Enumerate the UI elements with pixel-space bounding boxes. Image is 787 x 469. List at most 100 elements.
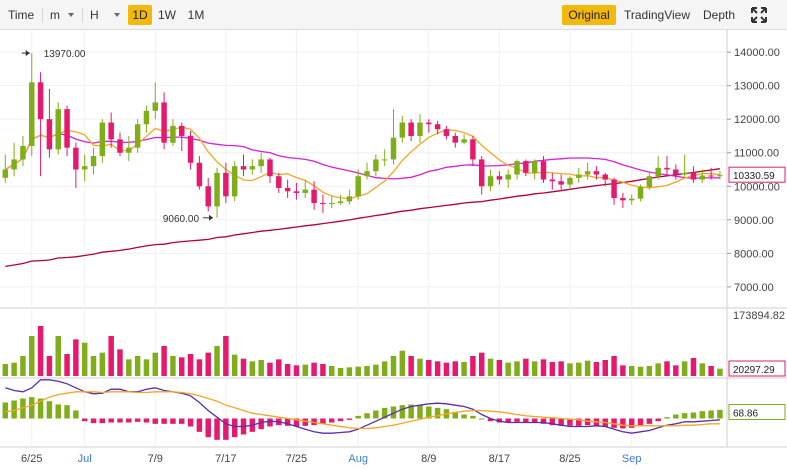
candlestick-chart[interactable]: 7000.00 8000.00 9000.00 10000.00 11000.00 120… <box>0 30 787 469</box>
candle-body <box>690 172 697 180</box>
volume-bar <box>143 359 150 376</box>
volume-bar <box>558 361 564 376</box>
fullscreen-button[interactable] <box>748 5 770 25</box>
candle <box>223 162 229 204</box>
candle-body <box>364 171 370 177</box>
candle <box>434 120 441 135</box>
hour-select-value: H <box>90 8 99 22</box>
volume-bar <box>90 356 97 376</box>
volume-bar <box>681 361 688 376</box>
x-tick-label: Aug <box>348 453 368 465</box>
candle-body <box>37 82 44 120</box>
volume-bar <box>620 365 626 376</box>
volume-bar <box>170 356 176 376</box>
volume-bar <box>523 358 529 376</box>
candle <box>443 125 450 140</box>
y-tick-label: 9000.00 <box>734 215 774 227</box>
volume-bar <box>29 336 35 376</box>
oscillator-bar <box>37 398 44 419</box>
oscillator-bar <box>11 400 17 419</box>
candle <box>329 196 335 209</box>
candle-body <box>576 174 582 178</box>
interval-1m-button[interactable]: 1M <box>187 8 205 22</box>
candle <box>593 166 600 180</box>
candle <box>205 177 211 212</box>
volume-bar <box>64 354 70 376</box>
oscillator-bar <box>628 418 635 428</box>
interval-1d-button[interactable]: 1D <box>128 5 152 25</box>
candle-body <box>240 166 247 170</box>
candle <box>11 142 17 177</box>
volume-bar <box>187 354 194 376</box>
volume-bar <box>496 360 503 376</box>
view-depth-button[interactable]: Depth <box>702 8 736 22</box>
view-original-button[interactable]: Original <box>562 5 616 25</box>
candle-body <box>646 176 653 187</box>
hour-interval-select[interactable]: H <box>86 5 122 25</box>
oscillator-bar <box>699 411 706 419</box>
candle-body <box>540 161 547 180</box>
candle-body <box>143 110 150 125</box>
candle <box>390 109 397 165</box>
candle-body <box>311 189 317 204</box>
candle-body <box>611 179 617 199</box>
view-tradingview-button[interactable]: TradingView <box>623 8 691 22</box>
volume-last-tag-box <box>728 360 786 377</box>
volume-last-tag: 20297.29 <box>733 365 775 376</box>
oscillator-bar <box>673 414 679 419</box>
candle <box>646 172 653 190</box>
candle <box>673 164 679 180</box>
candle <box>567 176 573 190</box>
minute-interval-select[interactable]: m <box>46 5 76 25</box>
volume-bar <box>426 360 432 376</box>
candle-body <box>196 162 203 187</box>
candle-body <box>399 122 406 138</box>
candle <box>108 112 114 148</box>
candle <box>540 156 547 183</box>
x-tick-label: 7/9 <box>148 453 163 465</box>
candle-body <box>126 147 132 153</box>
oscillator-bar <box>496 418 503 423</box>
oscillator-bar <box>231 418 238 438</box>
candle-body <box>90 156 97 167</box>
candle-body <box>558 181 564 185</box>
candle <box>611 177 617 205</box>
candle-body <box>152 102 159 111</box>
oscillator-bar <box>540 418 547 424</box>
oscillator-bar <box>99 418 106 424</box>
candle-body <box>29 82 35 147</box>
candle-body <box>681 172 688 175</box>
candle <box>655 156 661 180</box>
oscillator-bar <box>64 405 70 419</box>
candle <box>452 132 458 148</box>
candle-body <box>620 198 626 201</box>
interval-1w-button[interactable]: 1W <box>158 8 176 22</box>
candle <box>373 154 379 177</box>
candle-body <box>179 125 185 136</box>
candle-body <box>170 125 176 143</box>
candle-body <box>673 169 679 175</box>
y-tick-label: 11000.00 <box>734 148 779 160</box>
oscillator-bar <box>293 418 300 427</box>
candle <box>231 161 238 202</box>
oscillator-bar <box>408 404 414 419</box>
candle-body <box>161 102 167 143</box>
candle-body <box>637 186 644 199</box>
oscillator-bar <box>2 402 9 419</box>
candle-body <box>426 122 432 125</box>
candle-body <box>81 166 88 170</box>
candle <box>293 182 300 200</box>
x-tick-label: Jul <box>78 453 92 465</box>
volume-bar <box>655 363 661 376</box>
chevron-down-icon <box>68 13 74 17</box>
max-arrow-head <box>25 50 30 57</box>
candle <box>81 154 88 182</box>
oscillator-bar <box>549 418 556 426</box>
volume-bar <box>329 366 335 376</box>
oscillator-bar <box>302 418 309 426</box>
candle-body <box>214 172 220 207</box>
max-price-label: 13970.00 <box>44 49 86 60</box>
volume-bar <box>487 358 494 376</box>
y-tick-label: 12000.00 <box>734 114 780 126</box>
candle-body <box>478 159 485 187</box>
